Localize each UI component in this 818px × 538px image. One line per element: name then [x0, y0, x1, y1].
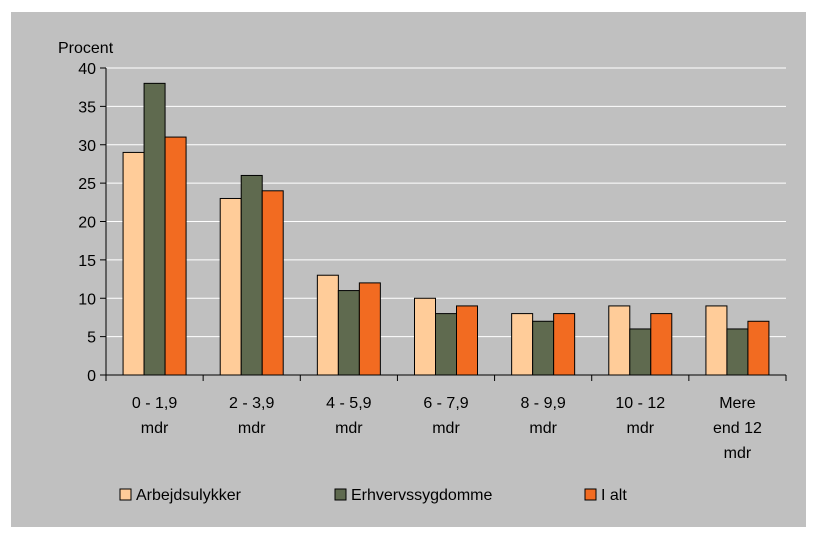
y-axis-title: Procent — [58, 40, 114, 57]
legend-swatch — [119, 488, 132, 501]
legend-swatch — [334, 488, 347, 501]
legend-label: Erhvervssygdomme — [351, 487, 492, 504]
bar-erhvervssygdomme — [532, 320, 555, 376]
bar-erhvervssygdomme — [337, 290, 360, 376]
plot-area: 0 5 10 15 20 25 30 35 40 0 - 1,9 mdr 2 - 3,9 mdr 4 - … — [78, 61, 787, 462]
bar-i-alt — [650, 313, 673, 376]
bar-arbejdsulykker — [122, 151, 145, 376]
bar-erhvervssygdomme — [143, 82, 166, 376]
x-category-label: 6 - 7,9 mdr — [423, 395, 468, 437]
legend: Arbejdsulykker Erhvervssygdomme I alt — [119, 487, 627, 504]
y-tick-label: 25 — [78, 176, 96, 193]
y-tick-label: 0 — [87, 368, 96, 385]
y-tick-label: 35 — [78, 99, 96, 116]
x-category-label: 4 - 5,9 mdr — [326, 395, 371, 437]
x-category-label: Mere end 12 mdr — [713, 395, 762, 462]
bar-i-alt — [553, 313, 576, 376]
bar-arbejdsulykker — [316, 274, 339, 376]
y-tick-label: 10 — [78, 291, 96, 308]
y-tick-label: 5 — [87, 330, 96, 347]
bar-erhvervssygdomme — [435, 313, 457, 376]
x-category-label: 2 - 3,9 mdr — [229, 395, 274, 437]
bar-arbejdsulykker — [511, 313, 534, 376]
legend-swatch — [584, 488, 597, 501]
bar-erhvervssygdomme — [726, 328, 749, 376]
y-tick-label: 30 — [78, 138, 96, 155]
bar-i-alt — [456, 305, 478, 376]
bar-erhvervssygdomme — [629, 328, 652, 376]
x-category-label: 10 - 12 mdr — [615, 395, 665, 437]
bar-i-alt — [747, 320, 770, 376]
legend-label: Arbejdsulykker — [136, 487, 242, 504]
y-tick-label: 20 — [78, 215, 96, 232]
legend-label: I alt — [601, 487, 627, 504]
bar-i-alt — [261, 190, 284, 376]
bar-arbejdsulykker — [705, 305, 728, 376]
bar-arbejdsulykker — [414, 297, 436, 376]
bar-erhvervssygdomme — [240, 174, 263, 376]
x-category-label: 0 - 1,9 mdr — [132, 395, 177, 437]
y-tick-label: 40 — [78, 61, 96, 78]
bar-arbejdsulykker — [608, 305, 631, 376]
y-tick-label: 15 — [78, 253, 96, 270]
x-category-label: 8 - 9,9 mdr — [520, 395, 565, 437]
bar-i-alt — [164, 136, 187, 376]
bar-arbejdsulykker — [219, 197, 242, 376]
bar-i-alt — [358, 282, 381, 376]
